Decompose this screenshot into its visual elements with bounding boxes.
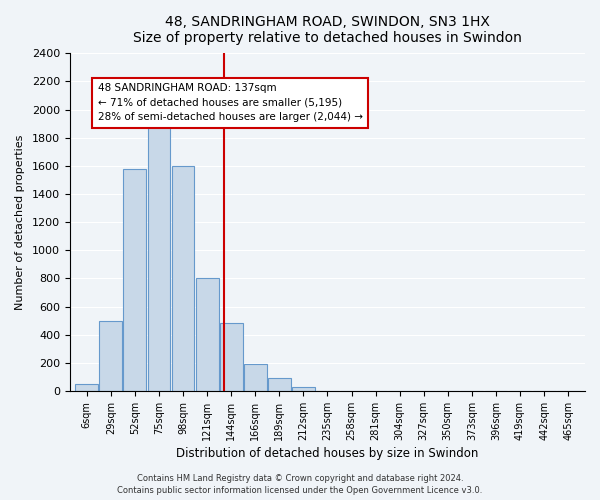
Bar	[100, 320, 122, 391]
Bar	[124, 168, 146, 391]
Bar	[148, 116, 170, 391]
X-axis label: Distribution of detached houses by size in Swindon: Distribution of detached houses by size …	[176, 447, 479, 460]
Bar	[244, 364, 266, 391]
Bar	[292, 386, 315, 391]
Title: 48, SANDRINGHAM ROAD, SWINDON, SN3 1HX
Size of property relative to detached hou: 48, SANDRINGHAM ROAD, SWINDON, SN3 1HX S…	[133, 15, 522, 45]
Text: 48 SANDRINGHAM ROAD: 137sqm
← 71% of detached houses are smaller (5,195)
28% of : 48 SANDRINGHAM ROAD: 137sqm ← 71% of det…	[98, 83, 362, 122]
Bar	[196, 278, 218, 391]
Bar	[268, 378, 291, 391]
Bar	[172, 166, 194, 391]
Text: Contains HM Land Registry data © Crown copyright and database right 2024.
Contai: Contains HM Land Registry data © Crown c…	[118, 474, 482, 495]
Bar	[220, 324, 242, 391]
Y-axis label: Number of detached properties: Number of detached properties	[15, 134, 25, 310]
Bar	[76, 384, 98, 391]
